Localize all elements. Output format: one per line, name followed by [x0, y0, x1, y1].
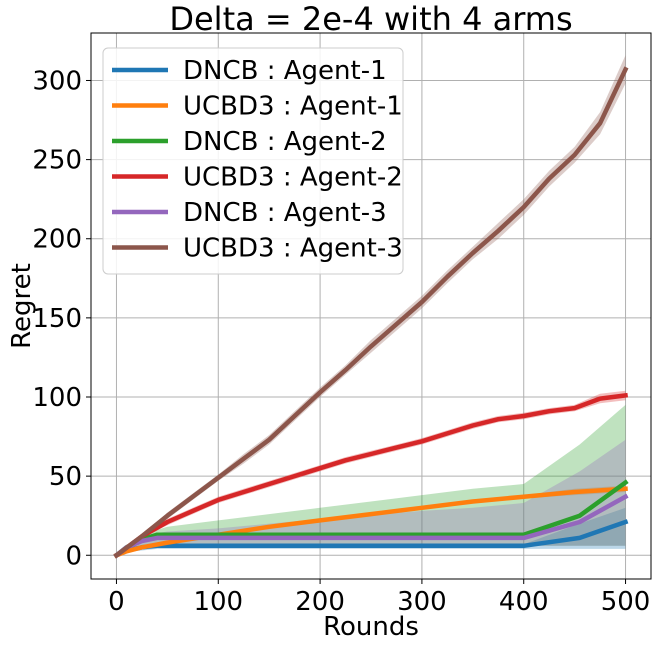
- chart-title: Delta = 2e-4 with 4 arms: [169, 0, 572, 38]
- y-axis: 0 50 100 150 200 250 300: [32, 66, 91, 571]
- x-tick-label: 0: [108, 587, 125, 617]
- y-tick-label: 0: [65, 541, 82, 571]
- legend-label: UCBD3 : Agent-2: [183, 163, 403, 193]
- x-tick-label: 400: [499, 587, 549, 617]
- series-line-5: [113, 493, 629, 559]
- series-line-6: [113, 66, 629, 559]
- confidence-band-series-5: [116, 439, 626, 556]
- y-axis-label: Regret: [7, 263, 37, 349]
- series-line-4: [113, 392, 629, 559]
- legend-label: DNCB : Agent-3: [183, 198, 387, 228]
- legend-label: UCBD3 : Agent-1: [183, 92, 403, 122]
- series-lines: [113, 66, 629, 559]
- legend-label: DNCB : Agent-1: [183, 56, 387, 86]
- legend-label: UCBD3 : Agent-3: [183, 234, 403, 264]
- x-axis: 0 100 200 300 400 500: [108, 579, 650, 617]
- y-tick-label: 300: [32, 66, 82, 96]
- legend: DNCB : Agent-1 UCBD3 : Agent-1 DNCB : Agen…: [102, 47, 404, 275]
- x-tick-label: 500: [601, 587, 651, 617]
- y-tick-label: 100: [32, 383, 82, 413]
- y-tick-label: 250: [32, 146, 82, 176]
- x-axis-label: Rounds: [323, 612, 419, 642]
- y-tick-label: 150: [32, 304, 82, 334]
- legend-label: DNCB : Agent-2: [183, 127, 387, 157]
- y-tick-label: 50: [49, 462, 82, 492]
- series-line-2: [113, 486, 628, 559]
- x-tick-label: 300: [397, 587, 447, 617]
- plot-frame: [90, 32, 652, 580]
- confidence-band-series-3: [116, 404, 626, 556]
- x-tick-label: 200: [295, 587, 345, 617]
- x-tick-label: 100: [193, 587, 243, 617]
- y-tick-label: 200: [32, 225, 82, 255]
- legend-box: [102, 47, 404, 275]
